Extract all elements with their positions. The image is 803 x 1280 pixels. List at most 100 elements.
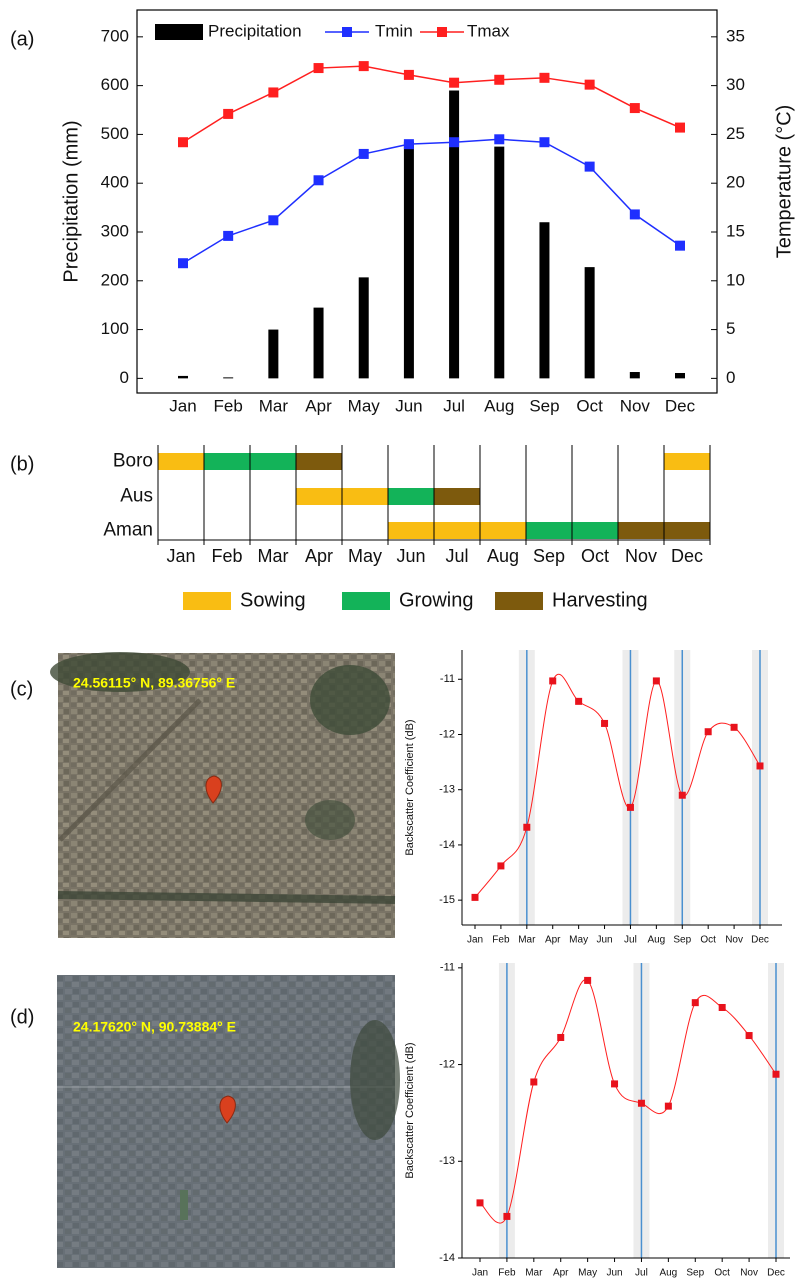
x-tick-label: Jul xyxy=(445,546,468,566)
line xyxy=(183,66,680,142)
x-tick-label: Jul xyxy=(443,396,465,415)
x-tick-label: Sep xyxy=(673,935,691,946)
marker xyxy=(549,677,556,684)
marker xyxy=(539,137,549,147)
y2-tick-label: 35 xyxy=(726,26,745,45)
marker xyxy=(539,73,549,83)
marker xyxy=(314,63,324,73)
bar xyxy=(178,376,188,378)
y-tick-label: 200 xyxy=(101,270,129,289)
y2-tick-label: 0 xyxy=(726,368,735,387)
marker xyxy=(503,1213,510,1220)
row-label: Boro xyxy=(113,451,153,472)
plot-frame xyxy=(137,10,717,393)
x-tick-label: May xyxy=(569,935,588,946)
y2-tick-label: 25 xyxy=(726,124,745,143)
marker xyxy=(557,1034,564,1041)
bar xyxy=(359,277,369,378)
x-tick-label: Jan xyxy=(169,396,196,415)
gantt-bar xyxy=(388,522,526,539)
marker xyxy=(575,698,582,705)
marker xyxy=(705,728,712,735)
y2-tick-label: 20 xyxy=(726,173,745,192)
x-tick-label: Oct xyxy=(581,546,609,566)
marker xyxy=(585,80,595,90)
y-axis-label: Backscatter Coefficient (dB) xyxy=(404,1042,416,1178)
marker xyxy=(497,862,504,869)
marker xyxy=(630,209,640,219)
marker xyxy=(675,123,685,133)
marker xyxy=(675,241,685,251)
x-tick-label: Jun xyxy=(596,935,612,946)
marker xyxy=(719,1004,726,1011)
x-tick-label: Feb xyxy=(214,396,243,415)
y-axis-label: Backscatter Coefficient (dB) xyxy=(404,719,416,855)
marker xyxy=(630,103,640,113)
marker xyxy=(653,677,660,684)
y-axis-label: Precipitation (mm) xyxy=(60,120,82,282)
y-tick-label: 600 xyxy=(101,75,129,94)
marker xyxy=(601,720,608,727)
location-label: 24.17620° N, 90.73884° E xyxy=(73,1019,236,1035)
y-tick-label: 700 xyxy=(101,26,129,45)
marker xyxy=(223,109,233,119)
figure: 010020030040050060070005101520253035Prec… xyxy=(0,0,803,1280)
bar xyxy=(449,91,459,379)
x-tick-label: Aug xyxy=(487,546,519,566)
smoothed-line xyxy=(480,980,776,1224)
x-tick-label: Jun xyxy=(396,546,425,566)
panel-label: (c) xyxy=(10,678,33,700)
marker xyxy=(584,977,591,984)
x-tick-label: Feb xyxy=(498,1268,516,1279)
x-tick-label: Mar xyxy=(518,935,536,946)
marker xyxy=(627,804,634,811)
x-tick-label: Dec xyxy=(665,396,696,415)
y-tick-label: -13 xyxy=(439,1155,455,1167)
x-tick-label: Nov xyxy=(625,546,657,566)
y-tick-label: 500 xyxy=(101,124,129,143)
smoothed-line xyxy=(475,674,760,897)
y-tick-label: -15 xyxy=(439,894,455,906)
legend-swatch xyxy=(183,592,231,610)
marker xyxy=(268,87,278,97)
marker xyxy=(359,149,369,159)
legend-label: Precipitation xyxy=(208,21,302,40)
bar xyxy=(404,142,414,379)
marker xyxy=(731,724,738,731)
marker xyxy=(449,78,459,88)
legend-label: Growing xyxy=(399,589,473,611)
x-tick-label: Mar xyxy=(525,1268,543,1279)
x-tick-label: Jul xyxy=(635,1268,648,1279)
y-tick-label: -11 xyxy=(440,962,455,974)
gantt-bar xyxy=(158,453,204,470)
x-tick-label: Oct xyxy=(700,935,716,946)
x-tick-label: Mar xyxy=(258,546,289,566)
marker xyxy=(530,1078,537,1085)
y2-tick-label: 5 xyxy=(726,319,735,338)
x-tick-label: Aug xyxy=(647,935,665,946)
bar xyxy=(539,222,549,378)
x-tick-label: Apr xyxy=(553,1268,569,1279)
marker xyxy=(638,1100,645,1107)
x-tick-label: Nov xyxy=(620,396,651,415)
legend-label: Harvesting xyxy=(552,589,648,611)
x-tick-label: Dec xyxy=(767,1268,785,1279)
y-tick-label: -13 xyxy=(439,784,455,796)
marker xyxy=(404,139,414,149)
marker xyxy=(268,215,278,225)
x-tick-label: Feb xyxy=(211,546,242,566)
marker xyxy=(773,1071,780,1078)
bar xyxy=(494,147,504,379)
marker xyxy=(477,1199,484,1206)
y-tick-label: 100 xyxy=(101,319,129,338)
x-tick-label: Oct xyxy=(714,1268,730,1279)
legend-label: Tmin xyxy=(375,21,413,40)
x-tick-label: Sep xyxy=(529,396,559,415)
y2-tick-label: 30 xyxy=(726,75,745,94)
x-tick-label: Dec xyxy=(671,546,703,566)
x-tick-label: Jul xyxy=(624,935,637,946)
y2-tick-label: 15 xyxy=(726,221,745,240)
legend-label: Sowing xyxy=(240,589,306,611)
line xyxy=(183,139,680,263)
bar xyxy=(630,372,640,378)
